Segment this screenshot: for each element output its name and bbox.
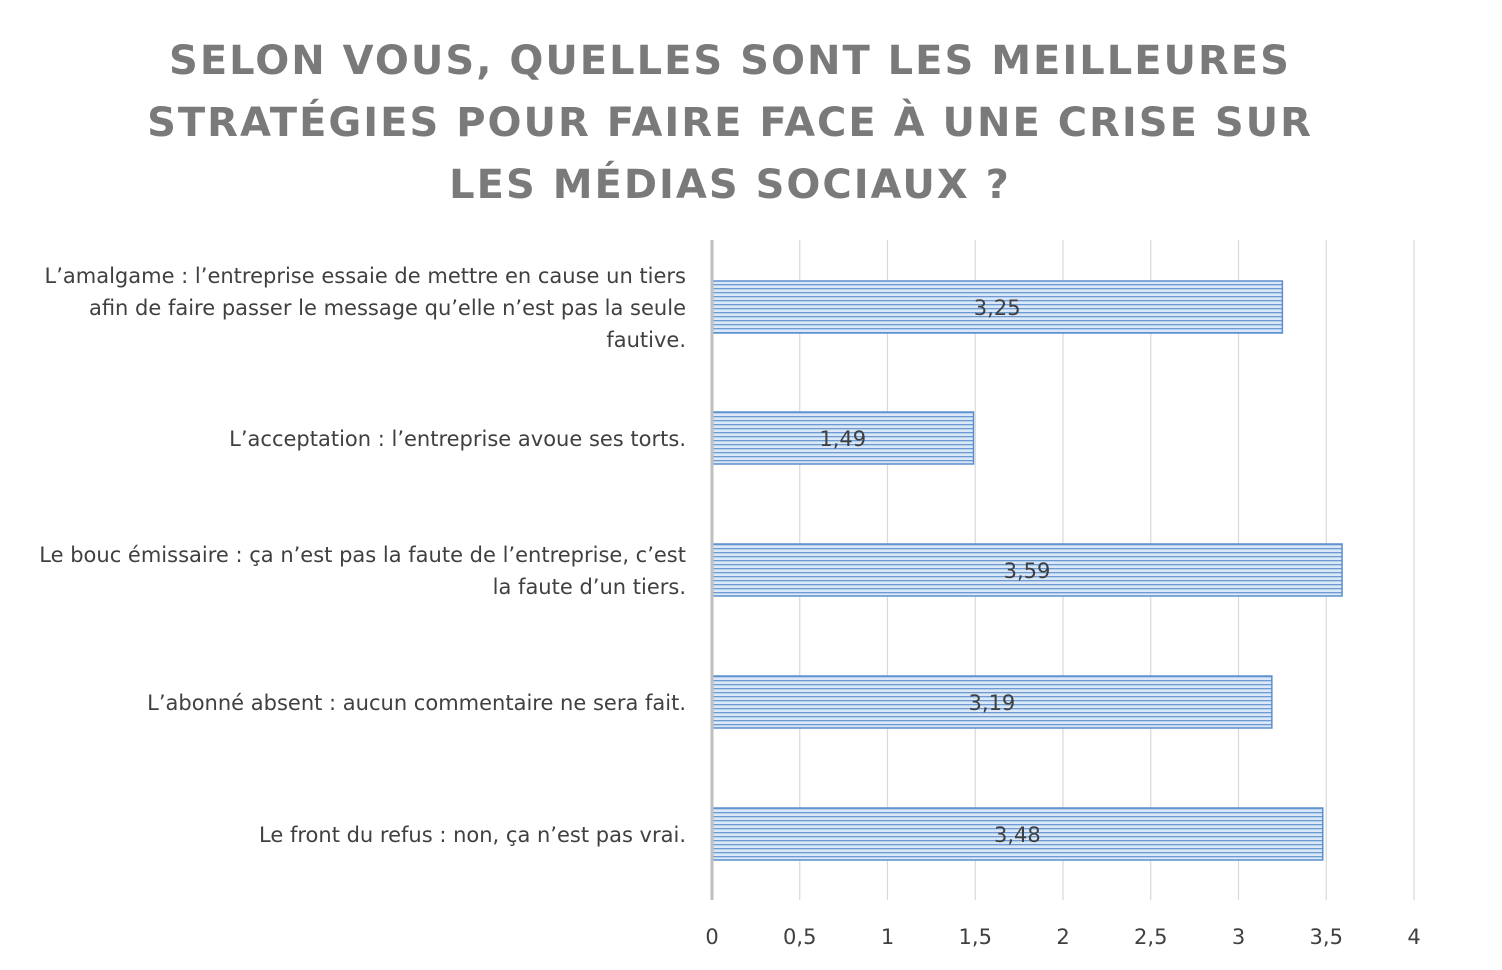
bar [711, 280, 1284, 334]
data-label: 3,19 [969, 691, 1016, 715]
bars [711, 280, 1343, 861]
category-label: Le front du refus : non, ça n’est pas vr… [20, 819, 686, 851]
category-label-line: Le bouc émissaire : ça n’est pas la faut… [39, 543, 686, 567]
chart-title-line-1: SELON VOUS, QUELLES SONT LES MEILLEURES [169, 38, 1291, 84]
category-label-line: L’acceptation : l’entreprise avoue ses t… [229, 427, 686, 451]
chart-title-line-3: LES MÉDIAS SOCIAUX ? [449, 162, 1011, 208]
category-label: L’amalgame : l’entreprise essaie de mett… [20, 260, 686, 356]
data-label: 3,48 [994, 823, 1041, 847]
data-labels: 3,25 1,49 3,59 3,19 3,48 [819, 296, 1050, 847]
x-tick-label: 1,5 [959, 925, 992, 949]
category-label: Le bouc émissaire : ça n’est pas la faut… [20, 539, 686, 603]
category-label: L’abonné absent : aucun commentaire ne s… [20, 687, 686, 719]
category-label: L’acceptation : l’entreprise avoue ses t… [20, 423, 686, 455]
x-tick-label: 2 [1056, 925, 1069, 949]
bar [711, 807, 1324, 861]
x-tick-label: 4 [1407, 925, 1420, 949]
x-tick-label: 3,5 [1310, 925, 1343, 949]
category-label-line: L’abonné absent : aucun commentaire ne s… [147, 691, 686, 715]
chart-title-line-2: STRATÉGIES POUR FAIRE FACE À UNE CRISE S… [147, 100, 1313, 146]
x-tick-labels: 0 0,5 1 1,5 2 2,5 3 3,5 4 [705, 925, 1420, 949]
category-label-line: fautive. [606, 328, 686, 352]
category-label-line: L’amalgame : l’entreprise essaie de mett… [44, 264, 686, 288]
x-tick-label: 2,5 [1134, 925, 1167, 949]
bar [711, 411, 975, 465]
data-label: 3,59 [1004, 559, 1051, 583]
bar [711, 543, 1343, 597]
data-label: 1,49 [819, 427, 866, 451]
x-tick-label: 0,5 [783, 925, 816, 949]
category-label-line: afin de faire passer le message qu’elle … [88, 296, 686, 320]
chart-title: SELON VOUS, QUELLES SONT LES MEILLEURES … [130, 30, 1330, 216]
x-tick-label: 0 [705, 925, 718, 949]
x-tick-label: 1 [881, 925, 894, 949]
x-tick-label: 3 [1232, 925, 1245, 949]
data-label: 3,25 [974, 296, 1021, 320]
category-label-line: la faute d’un tiers. [492, 575, 686, 599]
bar [711, 675, 1273, 729]
category-label-line: Le front du refus : non, ça n’est pas vr… [259, 823, 686, 847]
